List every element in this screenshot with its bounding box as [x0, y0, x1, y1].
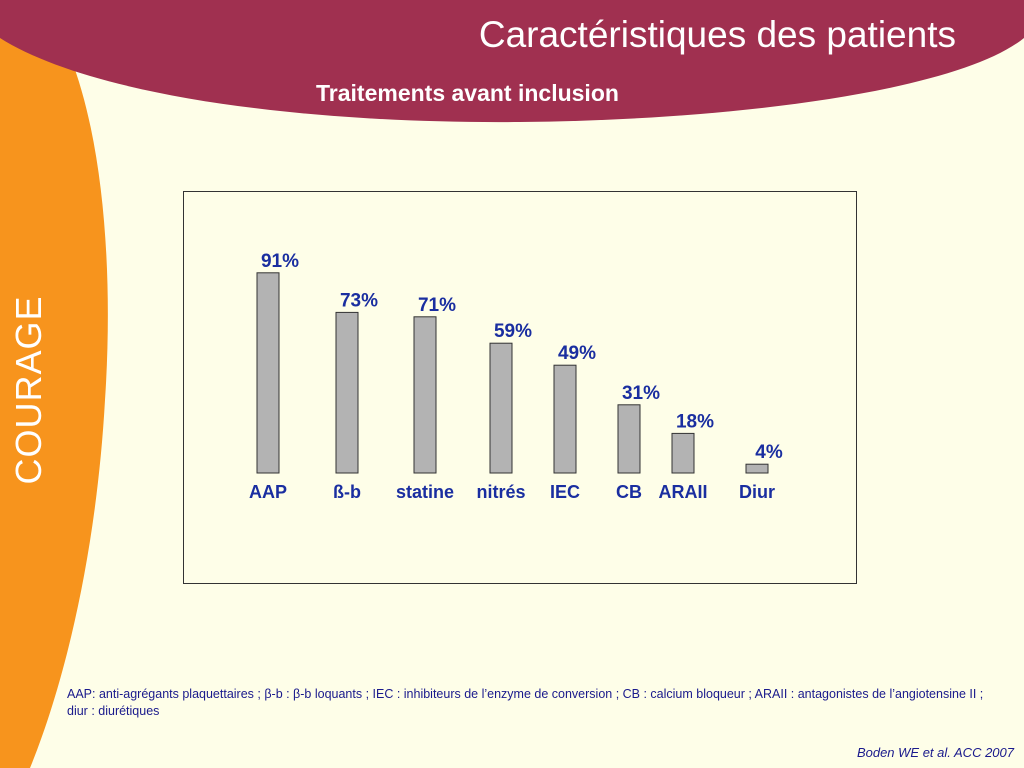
bar-value-label: 59%	[494, 321, 532, 342]
bar-value-label: 49%	[558, 343, 596, 364]
bar	[489, 342, 513, 474]
side-label: COURAGE	[8, 295, 49, 485]
bar-value-label: 91%	[261, 251, 299, 272]
bar-value-label: 18%	[676, 411, 714, 432]
page-title: Caractéristiques des patients	[478, 14, 956, 55]
bar	[745, 463, 769, 474]
category-label: CB	[616, 482, 642, 502]
citation: Boden WE et al. ACC 2007	[856, 745, 1014, 760]
bar-chart: 91% AAP 73% ß-b 71% statine 59% nitrés 49% IEC 31%…	[183, 191, 857, 584]
bar	[256, 272, 280, 474]
category-label: statine	[396, 482, 454, 502]
page-subtitle: Traitements avant inclusion	[316, 80, 619, 106]
bar	[671, 432, 695, 474]
footnote: AAP: anti-agrégants plaquettaires ; β-b …	[67, 687, 984, 718]
side-band	[0, 0, 108, 768]
bar-value-label: 31%	[622, 383, 660, 404]
category-label: Diur	[739, 482, 775, 502]
bar	[335, 311, 359, 474]
category-label: AAP	[249, 482, 287, 502]
category-label: ß-b	[333, 482, 361, 502]
bar-value-label: 71%	[418, 295, 456, 316]
bar	[413, 316, 437, 474]
category-label: IEC	[550, 482, 580, 502]
header-band	[0, 0, 1024, 123]
bar	[553, 364, 577, 474]
category-label: ARAII	[659, 482, 708, 502]
bar	[617, 404, 641, 474]
bar-value-label: 4%	[755, 442, 783, 463]
chart-bars: 91% AAP 73% ß-b 71% statine 59% nitrés 49% IEC 31%…	[249, 251, 783, 502]
category-label: nitrés	[476, 482, 525, 502]
chart-frame	[183, 191, 857, 584]
bar-value-label: 73%	[340, 290, 378, 311]
